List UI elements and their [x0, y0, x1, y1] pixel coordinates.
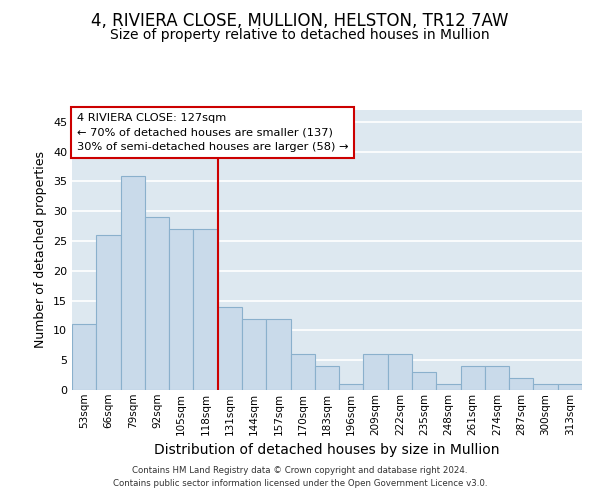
Bar: [145, 217, 169, 390]
X-axis label: Distribution of detached houses by size in Mullion: Distribution of detached houses by size …: [154, 443, 500, 457]
Bar: [339, 384, 364, 390]
Text: 4 RIVIERA CLOSE: 127sqm
← 70% of detached houses are smaller (137)
30% of semi-d: 4 RIVIERA CLOSE: 127sqm ← 70% of detache…: [77, 113, 349, 152]
Text: 4, RIVIERA CLOSE, MULLION, HELSTON, TR12 7AW: 4, RIVIERA CLOSE, MULLION, HELSTON, TR12…: [91, 12, 509, 30]
Bar: [558, 384, 582, 390]
Bar: [290, 354, 315, 390]
Bar: [169, 229, 193, 390]
Y-axis label: Number of detached properties: Number of detached properties: [34, 152, 47, 348]
Bar: [218, 306, 242, 390]
Bar: [485, 366, 509, 390]
Bar: [96, 235, 121, 390]
Text: Size of property relative to detached houses in Mullion: Size of property relative to detached ho…: [110, 28, 490, 42]
Bar: [412, 372, 436, 390]
Bar: [121, 176, 145, 390]
Bar: [72, 324, 96, 390]
Bar: [388, 354, 412, 390]
Text: Contains HM Land Registry data © Crown copyright and database right 2024.
Contai: Contains HM Land Registry data © Crown c…: [113, 466, 487, 487]
Bar: [266, 318, 290, 390]
Bar: [436, 384, 461, 390]
Bar: [533, 384, 558, 390]
Bar: [509, 378, 533, 390]
Bar: [315, 366, 339, 390]
Bar: [193, 229, 218, 390]
Bar: [364, 354, 388, 390]
Bar: [242, 318, 266, 390]
Bar: [461, 366, 485, 390]
